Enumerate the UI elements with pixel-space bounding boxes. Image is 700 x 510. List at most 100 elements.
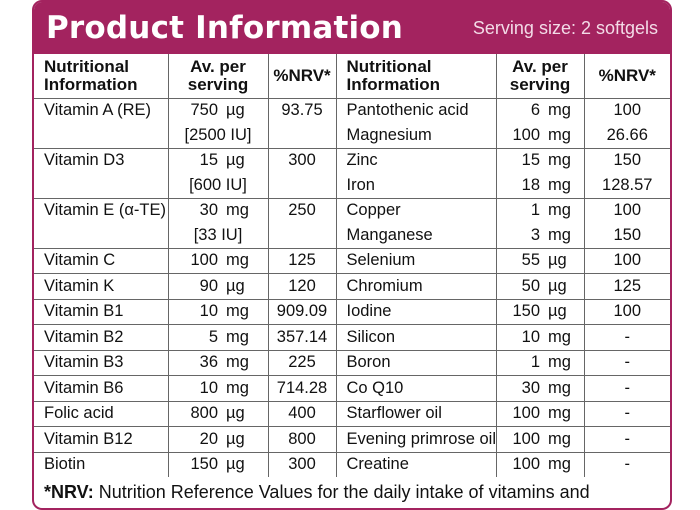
nrv-value: 150 [613, 225, 642, 244]
amount-iu: [33 IU] [168, 223, 269, 248]
nutrient-name: Silicon [336, 324, 497, 350]
amount-unit: µg [548, 302, 567, 321]
amount-value: 100 [512, 404, 540, 423]
nutrient-name: Vitamin A (RE) [34, 98, 169, 123]
amount-value: 20 [199, 429, 218, 448]
amount-value: 36 [199, 353, 218, 372]
nutrient-amount: 150 µg [168, 452, 269, 477]
nrv-value: 100 [613, 251, 642, 270]
nrv-footnote: *NRV: Nutrition Reference Values for the… [44, 482, 590, 503]
amount-unit: mg [226, 251, 249, 270]
nutrient-amount: 100 mg [496, 426, 585, 452]
nrv-value: 225 [268, 350, 337, 376]
nutrient-name: Creatine [336, 452, 497, 477]
table-row: [33 IU] Manganese 3 mg 150 [34, 223, 670, 248]
amount-value: 30 [199, 201, 218, 220]
amount-value: 150 [512, 302, 540, 321]
nrv-value: - [624, 429, 631, 448]
nutrient-name: Vitamin B6 [34, 375, 169, 401]
amount-unit: mg [548, 455, 571, 474]
nutrient-amount: 800 µg [168, 401, 269, 427]
amount-unit: mg [548, 404, 571, 423]
amount-value: 90 [199, 276, 218, 295]
nrv-value: 100 [613, 302, 642, 321]
amount-iu: [600 IU] [168, 173, 269, 198]
nutrient-name: Folic acid [34, 401, 169, 427]
nutrient-amount: 20 µg [168, 426, 269, 452]
nrv-value: - [624, 353, 631, 372]
amount-unit: mg [548, 125, 571, 144]
nrv-value: 800 [268, 426, 337, 452]
amount-unit: µg [226, 455, 245, 474]
table-row: Vitamin B2 5 mg 357.14 Silicon 10 mg - [34, 324, 670, 350]
nutrient-name: Vitamin B12 [34, 426, 169, 452]
nrv-value: 909.09 [268, 299, 337, 325]
amount-value: 100 [190, 251, 218, 270]
table-row: Vitamin B6 10 mg 714.28 Co Q10 30 mg - [34, 375, 670, 401]
amount-value: 55 [521, 251, 540, 270]
col-header-nrv-right: %NRV* [598, 65, 656, 85]
amount-unit: µg [226, 276, 245, 295]
nutrient-amount: 1 mg [496, 198, 585, 223]
nrv-value: 128.57 [602, 175, 653, 194]
amount-value: 15 [199, 151, 218, 170]
amount-value: 50 [521, 276, 540, 295]
amount-value: 10 [199, 302, 218, 321]
nutrient-amount: 10 mg [168, 299, 269, 325]
amount-value: 100 [512, 429, 540, 448]
nrv-value: 93.75 [268, 98, 337, 123]
amount-value: 3 [530, 225, 540, 244]
nrv-value: 714.28 [268, 375, 337, 401]
nutrient-name: Biotin [34, 452, 169, 477]
nutrient-name: Manganese [336, 223, 497, 248]
nutrient-amount: 750 µg [168, 98, 269, 123]
nutrient-amount: 50 µg [496, 273, 585, 299]
nrv-value: 100 [613, 101, 642, 120]
table-row: Vitamin D3 15 µg 300 Zinc 15 mg 150 [34, 148, 670, 173]
nrv-value: - [624, 378, 631, 397]
amount-unit: mg [548, 429, 571, 448]
table-row: Vitamin C 100 mg 125 Selenium 55 µg 100 [34, 248, 670, 274]
nutrient-name: Chromium [336, 273, 497, 299]
amount-value: 6 [530, 101, 540, 120]
table-row: [2500 IU] Magnesium 100 mg 26.66 [34, 123, 670, 148]
amount-unit: mg [226, 327, 249, 346]
nutrient-name: Vitamin B1 [34, 299, 169, 325]
amount-unit: µg [226, 429, 245, 448]
serving-size: Serving size: 2 softgels [472, 17, 658, 38]
col-header-amount-right: Av. per serving [496, 54, 585, 98]
table-row: Vitamin A (RE) 750 µg 93.75 Pantothenic a… [34, 98, 670, 123]
amount-unit: mg [548, 151, 571, 170]
nutrient-amount: 150 µg [496, 299, 585, 325]
nutrient-name: Pantothenic acid [336, 98, 497, 123]
table-row: Folic acid 800 µg 400 Starflower oil 100 m… [34, 401, 670, 427]
nutrient-amount: 100 mg [496, 401, 585, 427]
nutrient-name: Evening primrose oil [336, 426, 497, 452]
amount-value: 10 [199, 378, 218, 397]
nutrient-amount: 36 mg [168, 350, 269, 376]
amount-value: 800 [190, 404, 218, 423]
nrv-value: - [624, 327, 631, 346]
amount-value: 5 [208, 327, 218, 346]
nutrient-amount: 15 mg [496, 148, 585, 173]
table-row: Vitamin B1 10 mg 909.09 Iodine 150 µg 100 [34, 299, 670, 325]
nrv-value: 357.14 [268, 324, 337, 350]
nutrient-name: Co Q10 [336, 375, 497, 401]
amount-value: 18 [521, 175, 540, 194]
amount-unit: µg [548, 251, 567, 270]
amount-value: 10 [521, 327, 540, 346]
table-row: Vitamin B3 36 mg 225 Boron 1 mg - [34, 350, 670, 376]
nutrient-name: Vitamin D3 [34, 148, 169, 173]
table-row: Vitamin E (α-TE) 30 mg 250 Copper 1 mg 100 [34, 198, 670, 223]
nrv-value: 300 [268, 148, 337, 173]
nutrient-amount: 10 mg [168, 375, 269, 401]
col-header-name-right: Nutritional Information [336, 54, 497, 98]
amount-unit: mg [226, 378, 249, 397]
nutrient-name: Boron [336, 350, 497, 376]
amount-unit: mg [548, 353, 571, 372]
nrv-value: - [624, 455, 631, 474]
product-info-panel: Product Information Serving size: 2 soft… [32, 0, 672, 510]
amount-unit: mg [548, 101, 571, 120]
nutrient-name: Vitamin B3 [34, 350, 169, 376]
table-row: Vitamin B12 20 µg 800 Evening primrose oi… [34, 426, 670, 452]
